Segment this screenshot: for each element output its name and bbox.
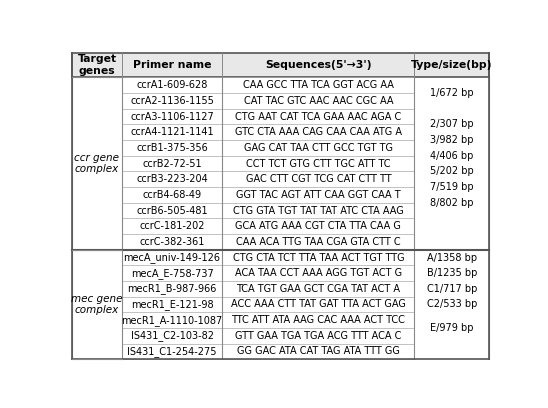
Text: mecR1_B-987-966: mecR1_B-987-966 — [127, 284, 216, 294]
Text: 2/307 bp: 2/307 bp — [430, 120, 473, 129]
Text: 1/672 bp: 1/672 bp — [430, 88, 473, 98]
Text: mecA_E-758-737: mecA_E-758-737 — [130, 268, 213, 279]
Text: ccrB3-223-204: ccrB3-223-204 — [136, 174, 208, 184]
Text: TCA TGT GAA GCT CGA TAT ACT A: TCA TGT GAA GCT CGA TAT ACT A — [236, 284, 401, 294]
Bar — [72, 250, 489, 359]
Text: GGT TAC AGT ATT CAA GGT CAA T: GGT TAC AGT ATT CAA GGT CAA T — [236, 190, 401, 200]
Text: ccrA2-1136-1155: ccrA2-1136-1155 — [130, 96, 214, 106]
Bar — [72, 78, 489, 250]
Text: GG GAC ATA CAT TAG ATA TTT GG: GG GAC ATA CAT TAG ATA TTT GG — [237, 346, 400, 357]
Text: CTG AAT CAT TCA GAA AAC AGA C: CTG AAT CAT TCA GAA AAC AGA C — [235, 112, 402, 122]
Text: CAT TAC GTC AAC AAC CGC AA: CAT TAC GTC AAC AAC CGC AA — [244, 96, 393, 106]
Text: ccrB4-68-49: ccrB4-68-49 — [142, 190, 202, 200]
Text: TTC ATT ATA AAG CAC AAA ACT TCC: TTC ATT ATA AAG CAC AAA ACT TCC — [231, 315, 406, 325]
Text: GTC CTA AAA CAG CAA CAA ATG A: GTC CTA AAA CAG CAA CAA ATG A — [235, 127, 402, 137]
Bar — [72, 53, 489, 78]
Text: ccrC-382-361: ccrC-382-361 — [139, 237, 205, 247]
Text: ccrA1-609-628: ccrA1-609-628 — [136, 80, 208, 90]
Text: 5/202 bp: 5/202 bp — [430, 166, 473, 176]
Text: GCA ATG AAA CGT CTA TTA CAA G: GCA ATG AAA CGT CTA TTA CAA G — [236, 221, 401, 231]
Text: Target
genes: Target genes — [77, 54, 117, 76]
Text: Sequences(5'→3'): Sequences(5'→3') — [265, 60, 372, 70]
Text: GAC CTT CGT TCG CAT CTT TT: GAC CTT CGT TCG CAT CTT TT — [246, 174, 391, 184]
Text: GAG CAT TAA CTT GCC TGT TG: GAG CAT TAA CTT GCC TGT TG — [244, 143, 393, 153]
Text: IS431_C2-103-82: IS431_C2-103-82 — [130, 330, 214, 341]
Text: 7/519 bp: 7/519 bp — [430, 182, 473, 192]
Text: 3/982 bp: 3/982 bp — [430, 135, 473, 145]
Text: ACC AAA CTT TAT GAT TTA ACT GAG: ACC AAA CTT TAT GAT TTA ACT GAG — [231, 299, 406, 310]
Text: C2/533 bp: C2/533 bp — [426, 299, 477, 310]
Text: B/1235 bp: B/1235 bp — [426, 268, 477, 278]
Text: ccrB2-72-51: ccrB2-72-51 — [142, 159, 202, 169]
Text: E/979 bp: E/979 bp — [430, 323, 473, 333]
Text: mec gene
complex: mec gene complex — [71, 294, 123, 315]
Text: mecR1_E-121-98: mecR1_E-121-98 — [131, 299, 213, 310]
Text: mecR1_A-1110-1087: mecR1_A-1110-1087 — [122, 315, 222, 326]
Text: A/1358 bp: A/1358 bp — [427, 253, 477, 262]
Text: CAA ACA TTG TAA CGA GTA CTT C: CAA ACA TTG TAA CGA GTA CTT C — [236, 237, 401, 247]
Text: mecA_univ-149-126: mecA_univ-149-126 — [123, 252, 220, 263]
Text: 8/802 bp: 8/802 bp — [430, 198, 473, 208]
Text: ccrB6-505-481: ccrB6-505-481 — [136, 206, 208, 215]
Text: ccrA4-1121-1141: ccrA4-1121-1141 — [130, 127, 214, 137]
Text: Primer name: Primer name — [133, 60, 212, 70]
Text: CTG CTA TCT TTA TAA ACT TGT TTG: CTG CTA TCT TTA TAA ACT TGT TTG — [232, 253, 404, 262]
Text: C1/717 bp: C1/717 bp — [426, 284, 477, 294]
Text: CAA GCC TTA TCA GGT ACG AA: CAA GCC TTA TCA GGT ACG AA — [243, 80, 394, 90]
Text: ccrB1-375-356: ccrB1-375-356 — [136, 143, 208, 153]
Text: ccr gene
complex: ccr gene complex — [75, 153, 119, 174]
Text: Type/size(bp): Type/size(bp) — [411, 60, 493, 70]
Text: CCT TCT GTG CTT TGC ATT TC: CCT TCT GTG CTT TGC ATT TC — [246, 159, 391, 169]
Text: IS431_C1-254-275: IS431_C1-254-275 — [127, 346, 217, 357]
Text: 4/406 bp: 4/406 bp — [430, 151, 473, 161]
Text: ccrA3-1106-1127: ccrA3-1106-1127 — [130, 112, 214, 122]
Text: CTG GTA TGT TAT TAT ATC CTA AAG: CTG GTA TGT TAT TAT ATC CTA AAG — [233, 206, 404, 215]
Text: GTT GAA TGA TGA ACG TTT ACA C: GTT GAA TGA TGA ACG TTT ACA C — [235, 331, 402, 341]
Text: ACA TAA CCT AAA AGG TGT ACT G: ACA TAA CCT AAA AGG TGT ACT G — [235, 268, 402, 278]
Text: ccrC-181-202: ccrC-181-202 — [139, 221, 205, 231]
